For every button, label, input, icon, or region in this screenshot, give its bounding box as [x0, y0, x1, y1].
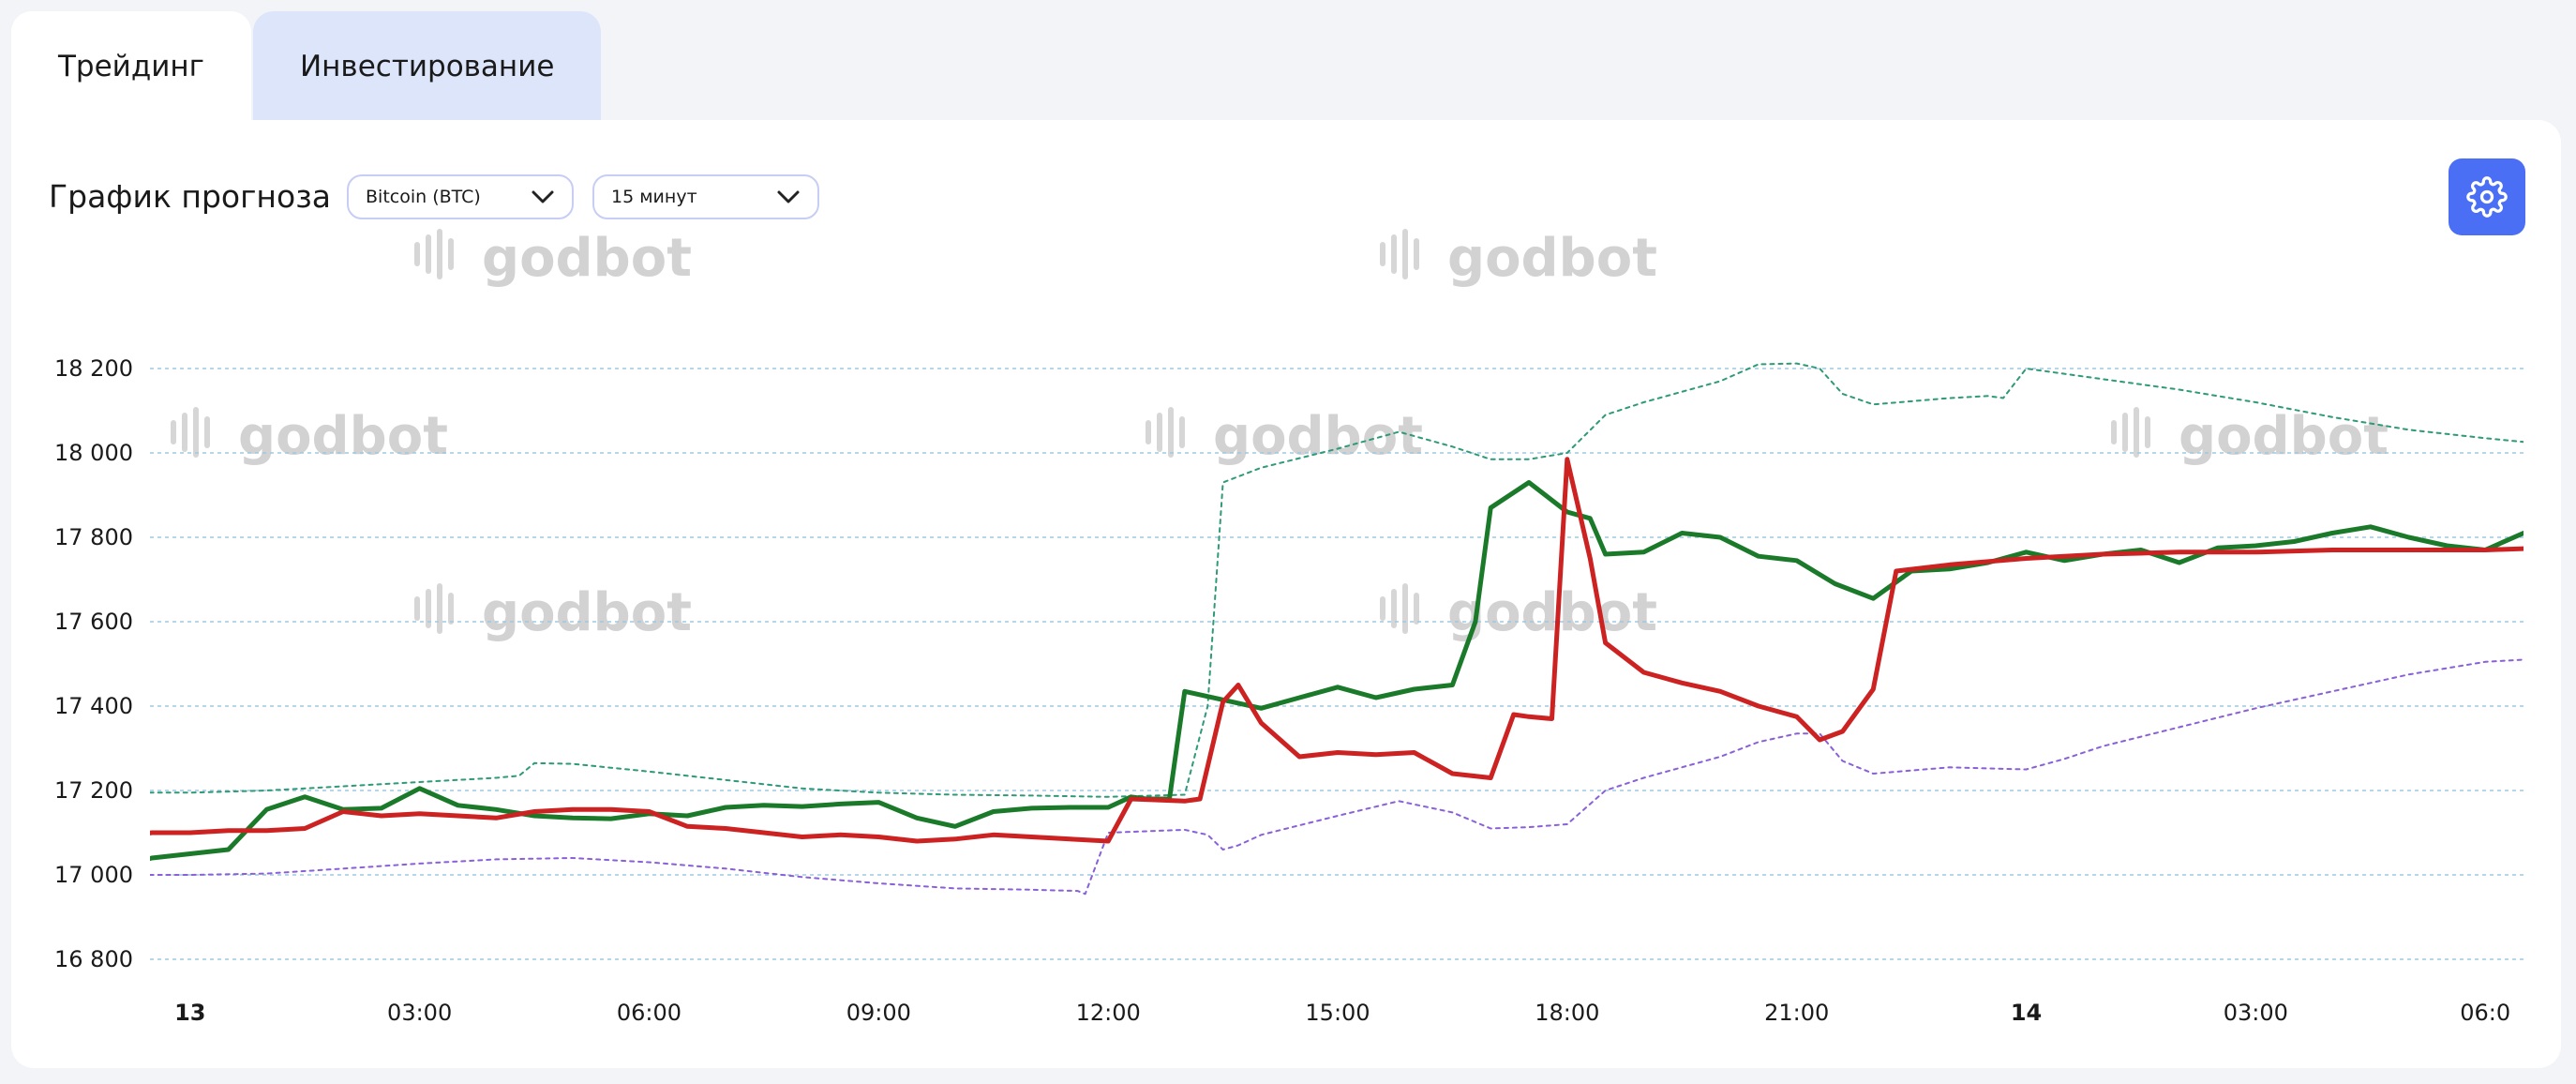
chevron-down-icon — [777, 190, 800, 203]
watermark-layer: godbot godbot godbot godbot godbot godbot godb… — [171, 228, 2389, 643]
page-title: График прогноза — [49, 178, 331, 215]
x-tick-label: 13 — [174, 1000, 205, 1026]
x-tick-label: 21:00 — [1764, 1000, 1829, 1026]
x-tick-label: 03:00 — [387, 1000, 452, 1026]
y-tick-label: 18 200 — [54, 355, 133, 382]
watermark: godbot — [2111, 406, 2389, 467]
interval-select[interactable]: 15 минут — [592, 174, 819, 219]
tab-trading[interactable]: Трейдинг — [11, 11, 251, 122]
coin-select-value: Bitcoin (BTC) — [366, 187, 481, 207]
y-tick-label: 17 800 — [54, 524, 133, 550]
x-axis: 13 03:00 06:00 09:00 12:00 15:00 18:00 21:00 14 0… — [174, 1000, 2510, 1026]
x-tick-label: 03:00 — [2224, 1000, 2288, 1026]
tab-investing[interactable]: Инвестирование — [252, 11, 602, 122]
chart-series — [150, 362, 2524, 896]
x-tick-label: 12:00 — [1076, 1000, 1141, 1026]
settings-button[interactable] — [2449, 158, 2525, 235]
watermark: godbot — [414, 582, 692, 643]
watermark-text: godbot — [238, 406, 448, 467]
watermark-text: godbot — [1447, 228, 1657, 289]
y-axis: 16 800 17 000 17 200 17 400 17 600 17 800 18 0… — [54, 355, 133, 972]
x-tick-label: 06:00 — [617, 1000, 681, 1026]
watermark: godbot — [1380, 582, 1657, 643]
x-tick-label: 15:00 — [1305, 1000, 1370, 1026]
chart-card: График прогноза Bitcoin (BTC) 15 минут g… — [11, 120, 2561, 1068]
series-line-upper — [150, 362, 2524, 798]
coin-select[interactable]: Bitcoin (BTC) — [347, 174, 574, 219]
x-tick-label: 14 — [2011, 1000, 2042, 1026]
interval-select-value: 15 минут — [611, 187, 697, 207]
y-tick-label: 17 200 — [54, 777, 133, 804]
chart-grid — [150, 368, 2524, 960]
mode-tabs: Трейдинг Инвестирование — [11, 11, 602, 122]
series-line-lower — [150, 658, 2524, 896]
x-tick-label: 09:00 — [846, 1000, 911, 1026]
watermark-text: godbot — [1447, 582, 1657, 643]
watermark-text: godbot — [2179, 406, 2389, 467]
watermark: godbot — [414, 228, 692, 289]
watermark: godbot — [1380, 228, 1657, 289]
y-tick-label: 16 800 — [54, 946, 133, 972]
series-line-forecast — [150, 457, 2524, 844]
gear-icon — [2466, 176, 2508, 218]
chevron-down-icon — [532, 190, 554, 203]
watermark-text: godbot — [482, 228, 692, 289]
watermark: godbot — [171, 406, 448, 467]
y-tick-label: 17 000 — [54, 862, 133, 888]
series-line-actual — [150, 480, 2524, 862]
y-tick-label: 18 000 — [54, 440, 133, 466]
y-tick-label: 17 600 — [54, 609, 133, 635]
watermark-text: godbot — [1213, 406, 1423, 467]
forecast-chart: godbot godbot godbot godbot godbot godbot godb… — [54, 228, 2524, 1026]
watermark-text: godbot — [482, 582, 692, 643]
y-tick-label: 17 400 — [54, 693, 133, 719]
watermark: godbot — [1146, 406, 1423, 467]
x-tick-label: 06:0 — [2460, 1000, 2510, 1026]
x-tick-label: 18:00 — [1535, 1000, 1599, 1026]
